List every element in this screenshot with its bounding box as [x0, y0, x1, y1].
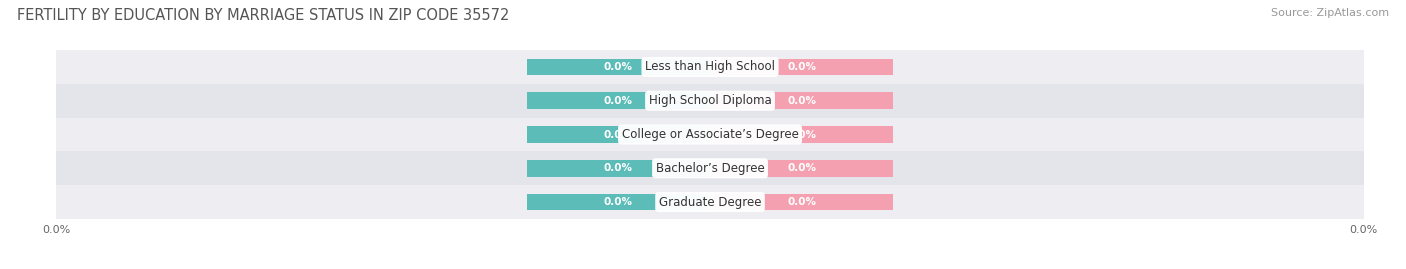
Bar	[56, 118, 1364, 151]
Text: High School Diploma: High School Diploma	[648, 94, 772, 107]
Bar	[527, 92, 710, 109]
Text: Source: ZipAtlas.com: Source: ZipAtlas.com	[1271, 8, 1389, 18]
Bar	[710, 126, 893, 143]
Text: 0.0%: 0.0%	[605, 197, 633, 207]
Bar	[710, 59, 893, 75]
Text: 0.0%: 0.0%	[787, 62, 815, 72]
Bar	[710, 194, 893, 210]
Bar	[56, 151, 1364, 185]
Bar	[527, 59, 710, 75]
Text: College or Associate’s Degree: College or Associate’s Degree	[621, 128, 799, 141]
Bar	[710, 160, 893, 177]
Bar	[527, 160, 710, 177]
Text: 0.0%: 0.0%	[605, 96, 633, 106]
Bar	[710, 92, 893, 109]
Bar	[527, 126, 710, 143]
Text: FERTILITY BY EDUCATION BY MARRIAGE STATUS IN ZIP CODE 35572: FERTILITY BY EDUCATION BY MARRIAGE STATU…	[17, 8, 509, 23]
Bar	[527, 194, 710, 210]
Text: 0.0%: 0.0%	[605, 129, 633, 140]
Bar	[56, 185, 1364, 219]
Text: 0.0%: 0.0%	[787, 129, 815, 140]
Text: 0.0%: 0.0%	[605, 163, 633, 173]
Text: Bachelor’s Degree: Bachelor’s Degree	[655, 162, 765, 175]
Text: 0.0%: 0.0%	[605, 62, 633, 72]
Bar	[56, 50, 1364, 84]
Text: 0.0%: 0.0%	[787, 96, 815, 106]
Text: 0.0%: 0.0%	[787, 197, 815, 207]
Text: 0.0%: 0.0%	[787, 163, 815, 173]
Text: Less than High School: Less than High School	[645, 61, 775, 73]
Bar	[56, 84, 1364, 118]
Text: Graduate Degree: Graduate Degree	[659, 196, 761, 208]
